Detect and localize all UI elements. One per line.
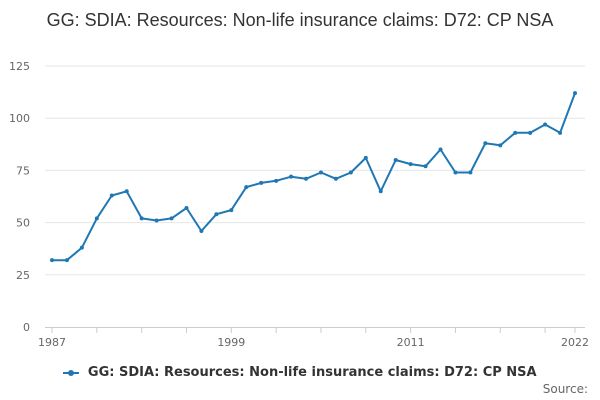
y-tick-label: 125 xyxy=(9,60,30,73)
legend-series-marker-icon xyxy=(63,368,80,378)
data-point xyxy=(289,174,294,179)
data-point xyxy=(124,189,129,194)
y-tick-label: 0 xyxy=(23,321,30,334)
data-point xyxy=(274,178,279,183)
data-point xyxy=(498,143,503,148)
y-tick-label: 75 xyxy=(16,164,30,177)
data-point xyxy=(513,130,518,135)
data-point xyxy=(423,164,428,169)
data-series xyxy=(50,91,577,263)
data-point xyxy=(408,162,413,167)
data-point xyxy=(64,258,69,263)
data-point xyxy=(453,170,458,175)
data-point xyxy=(229,208,234,213)
data-point xyxy=(259,180,264,185)
data-point xyxy=(528,130,533,135)
x-tick-label: 2022 xyxy=(561,336,589,349)
x-tick-label: 1987 xyxy=(38,336,66,349)
chart-title: GG: SDIA: Resources: Non-life insurance … xyxy=(46,10,554,30)
grid-lines xyxy=(45,65,585,276)
data-point xyxy=(438,147,443,152)
data-point xyxy=(94,216,99,221)
y-axis-tick-labels: 0 25 50 75 100 125 xyxy=(9,60,30,334)
data-point xyxy=(363,155,368,160)
legend[interactable]: GG: SDIA: Resources: Non-life insurance … xyxy=(0,365,600,380)
data-point xyxy=(378,189,383,194)
legend-series-label: GG: SDIA: Resources: Non-life insurance … xyxy=(87,365,537,380)
data-point xyxy=(154,218,159,223)
data-point xyxy=(244,185,249,190)
data-point xyxy=(318,170,323,175)
data-point xyxy=(468,170,473,175)
data-point xyxy=(558,130,563,135)
x-axis xyxy=(45,327,585,333)
data-point xyxy=(169,216,174,221)
data-point xyxy=(333,176,338,181)
data-point xyxy=(109,193,114,198)
data-point xyxy=(543,122,548,127)
x-axis-tick-labels: 1987 1999 2011 2022 xyxy=(38,336,589,349)
data-point xyxy=(139,216,144,221)
y-tick-label: 100 xyxy=(9,112,30,125)
data-point xyxy=(483,141,488,146)
data-point xyxy=(304,176,309,181)
y-tick-label: 25 xyxy=(16,269,30,282)
data-point xyxy=(573,91,577,96)
data-point xyxy=(393,157,398,162)
data-point xyxy=(199,228,204,233)
data-point xyxy=(79,245,84,250)
data-point xyxy=(50,258,54,263)
data-point xyxy=(184,205,189,210)
data-point xyxy=(348,170,353,175)
x-tick-label: 2011 xyxy=(397,336,425,349)
source-label: Source: xyxy=(542,382,588,396)
series-line xyxy=(52,92,576,262)
data-point xyxy=(214,212,219,217)
x-tick-label: 1999 xyxy=(217,336,245,349)
y-tick-label: 50 xyxy=(16,217,30,230)
